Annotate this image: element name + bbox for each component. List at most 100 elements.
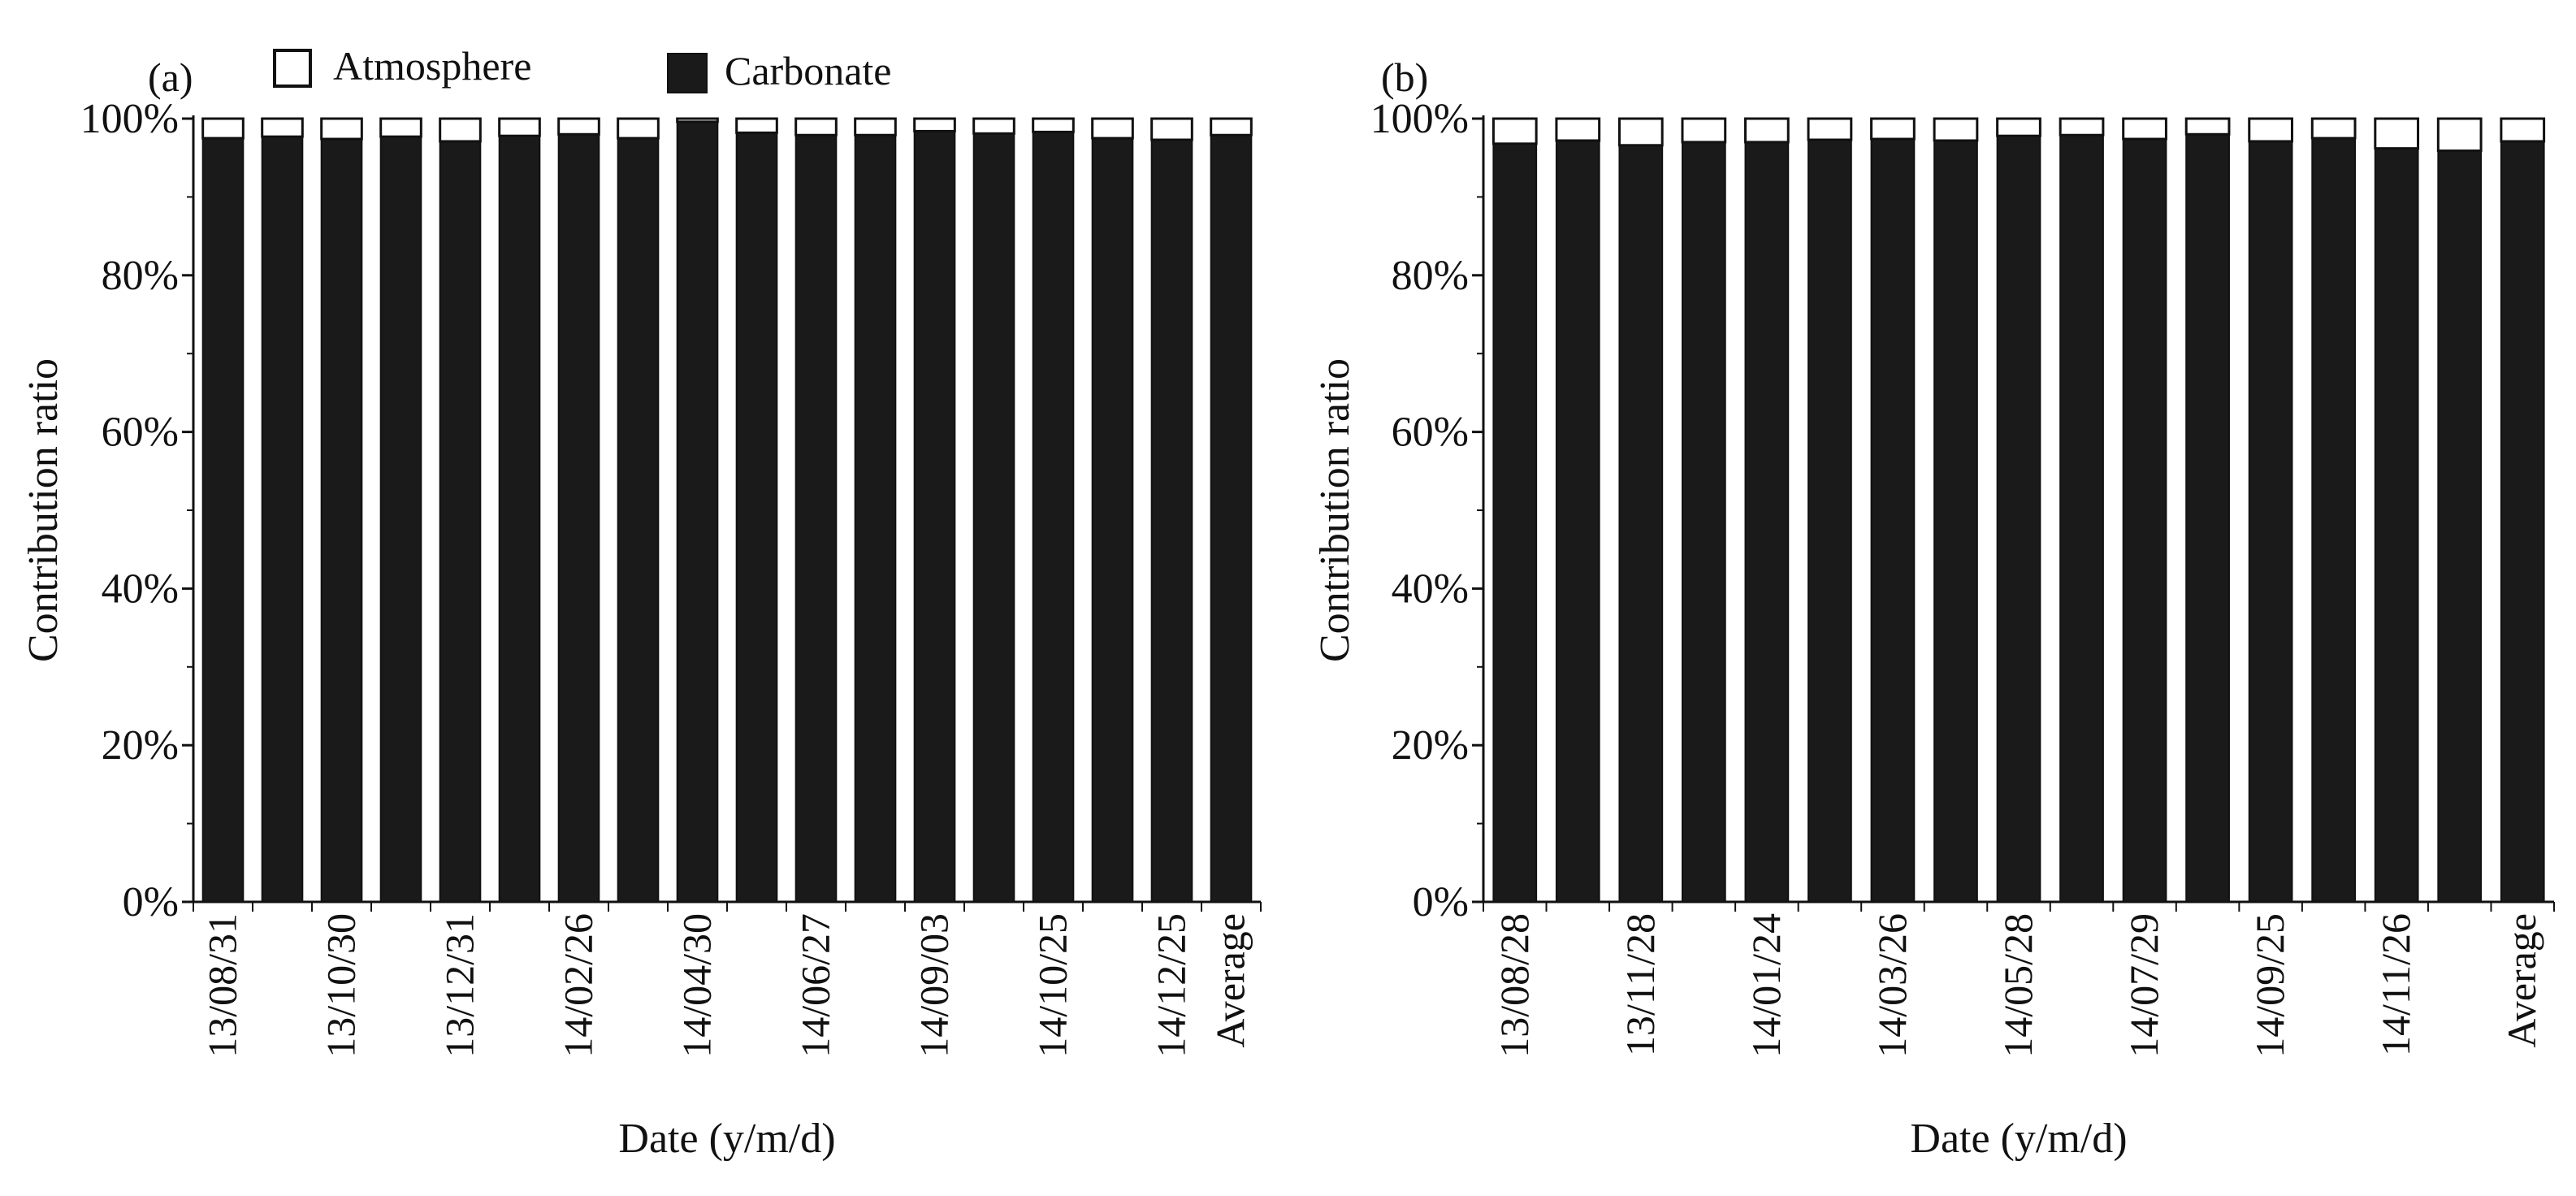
bar-carbonate-b-8 — [1996, 135, 2041, 903]
bar-atmosphere-a-8 — [676, 117, 719, 124]
bar-atmosphere-b-5 — [1807, 117, 1853, 141]
bar-carbonate-a-10 — [794, 134, 838, 903]
bar-atmosphere-a-2 — [320, 117, 363, 141]
bar-atmosphere-b-6 — [1870, 117, 1916, 141]
x-tick-label-b-16: Average — [2499, 913, 2544, 1048]
x-tick-label-b-6: 14/03/26 — [1869, 913, 1915, 1058]
y-tick-label-b-2: 40% — [1392, 566, 1469, 612]
bar-atmosphere-b-16 — [2500, 117, 2546, 143]
bar-atmosphere-a-6 — [557, 117, 600, 136]
y-tick-label-a-0: 0% — [123, 879, 179, 925]
x-tick-label-b-12: 14/09/25 — [2247, 913, 2292, 1058]
bar-carbonate-a-9 — [735, 132, 778, 904]
panel-label-a: (a) — [148, 54, 193, 100]
bar-carbonate-a-12 — [913, 130, 956, 903]
x-tick-label-a-2: 13/10/30 — [318, 913, 364, 1058]
x-tick-label-b-8: 14/05/28 — [1995, 913, 2041, 1058]
bar-carbonate-b-11 — [2185, 133, 2230, 903]
legend-label-carbonate: Carbonate — [725, 48, 891, 93]
bar-carbonate-a-8 — [676, 120, 719, 903]
bar-carbonate-a-17 — [1210, 134, 1253, 903]
bar-atmosphere-b-13 — [2310, 117, 2357, 140]
legend: Atmosphere Carbonate — [273, 43, 891, 93]
bar-carbonate-b-0 — [1492, 142, 1538, 903]
bar-atmosphere-a-11 — [854, 117, 897, 136]
y-axis-title-b: Contribution ratio — [1312, 358, 1358, 662]
bar-carbonate-a-3 — [379, 136, 422, 903]
legend-swatch-carbonate — [667, 53, 708, 93]
bar-atmosphere-b-4 — [1744, 117, 1790, 144]
y-tick-label-a-2: 40% — [102, 566, 179, 612]
bar-atmosphere-a-3 — [379, 117, 422, 138]
bar-atmosphere-a-1 — [261, 117, 304, 138]
x-tick-label-a-4: 13/12/31 — [437, 913, 483, 1058]
bar-carbonate-a-7 — [617, 137, 660, 904]
bar-carbonate-a-16 — [1150, 139, 1193, 903]
x-tick-label-a-16: 14/12/25 — [1149, 913, 1194, 1058]
y-tick-label-a-5: 100% — [80, 96, 179, 142]
x-tick-label-a-8: 14/04/30 — [674, 913, 720, 1058]
x-axis-title-a: Date (y/m/d) — [618, 1116, 835, 1162]
bar-atmosphere-a-13 — [972, 117, 1015, 135]
panel-label-b: (b) — [1381, 54, 1428, 100]
bar-carbonate-a-14 — [1032, 131, 1075, 903]
bar-carbonate-b-4 — [1744, 141, 1790, 904]
bar-carbonate-b-7 — [1933, 139, 1978, 903]
bar-carbonate-b-14 — [2374, 147, 2419, 903]
x-tick-label-a-0: 13/08/31 — [200, 913, 245, 1058]
x-tick-label-b-4: 14/01/24 — [1743, 913, 1789, 1058]
y-tick-label-a-1: 20% — [102, 722, 179, 769]
bar-atmosphere-a-16 — [1150, 117, 1193, 141]
bar-carbonate-a-1 — [261, 136, 304, 903]
bar-atmosphere-b-0 — [1491, 117, 1538, 145]
bar-atmosphere-a-0 — [201, 117, 245, 140]
bar-atmosphere-b-1 — [1555, 117, 1601, 142]
bar-atmosphere-a-4 — [439, 117, 482, 143]
bar-atmosphere-a-10 — [794, 117, 838, 136]
bar-atmosphere-b-8 — [1996, 117, 2041, 137]
bar-atmosphere-a-17 — [1210, 117, 1253, 136]
bar-atmosphere-b-9 — [2059, 117, 2105, 136]
y-tick-label-a-3: 60% — [102, 410, 179, 456]
x-axis-title-b: Date (y/m/d) — [1910, 1116, 2127, 1162]
panel-b: (b) 0% 20% 40% 60% 80% 100% 13/08/28 13/11/28 14/… — [1312, 54, 2555, 1162]
x-tick-label-b-0: 13/08/28 — [1491, 913, 1537, 1058]
bar-carbonate-b-10 — [2122, 138, 2167, 903]
panel-a: (a) 0% 20% 40% 60% 80% 100% 13/08/31 13/10/30 13/… — [20, 54, 1262, 1162]
x-tick-label-a-14: 14/10/25 — [1030, 913, 1076, 1058]
x-tick-label-a-10: 14/06/27 — [793, 913, 838, 1058]
bar-atmosphere-b-3 — [1681, 117, 1727, 144]
bar-carbonate-b-2 — [1618, 144, 1664, 903]
bar-carbonate-b-5 — [1808, 139, 1852, 903]
bar-carbonate-a-6 — [557, 133, 600, 903]
bar-atmosphere-a-12 — [913, 117, 956, 132]
bar-atmosphere-a-14 — [1032, 117, 1075, 133]
bar-carbonate-b-15 — [2437, 150, 2483, 904]
x-tick-label-b-10: 14/07/29 — [2121, 913, 2167, 1058]
bar-atmosphere-b-2 — [1617, 117, 1664, 147]
bar-carbonate-b-16 — [2500, 140, 2545, 903]
bar-carbonate-b-9 — [2059, 134, 2104, 903]
bar-carbonate-b-1 — [1555, 139, 1600, 903]
bar-carbonate-b-13 — [2311, 137, 2357, 904]
bar-carbonate-a-4 — [439, 140, 482, 903]
bar-atmosphere-b-10 — [2122, 117, 2167, 141]
legend-swatch-atmosphere — [273, 49, 312, 88]
bar-atmosphere-b-14 — [2374, 117, 2420, 150]
bar-carbonate-b-6 — [1870, 138, 1916, 903]
bar-carbonate-a-0 — [201, 137, 245, 904]
x-tick-label-a-17: Average — [1208, 913, 1253, 1048]
bar-carbonate-b-12 — [2248, 140, 2293, 903]
y-tick-label-b-1: 20% — [1392, 722, 1469, 769]
y-tick-label-a-4: 80% — [102, 253, 179, 299]
x-tick-label-a-6: 14/02/26 — [556, 913, 601, 1058]
bar-carbonate-a-15 — [1091, 137, 1134, 904]
bar-carbonate-b-3 — [1681, 141, 1726, 904]
bar-carbonate-a-5 — [498, 135, 541, 903]
x-tick-label-b-2: 13/11/28 — [1617, 913, 1663, 1056]
x-tick-label-a-12: 14/09/03 — [911, 913, 957, 1058]
bar-carbonate-a-11 — [854, 134, 897, 903]
bar-atmosphere-a-5 — [498, 117, 541, 137]
bar-atmosphere-b-12 — [2248, 117, 2293, 143]
